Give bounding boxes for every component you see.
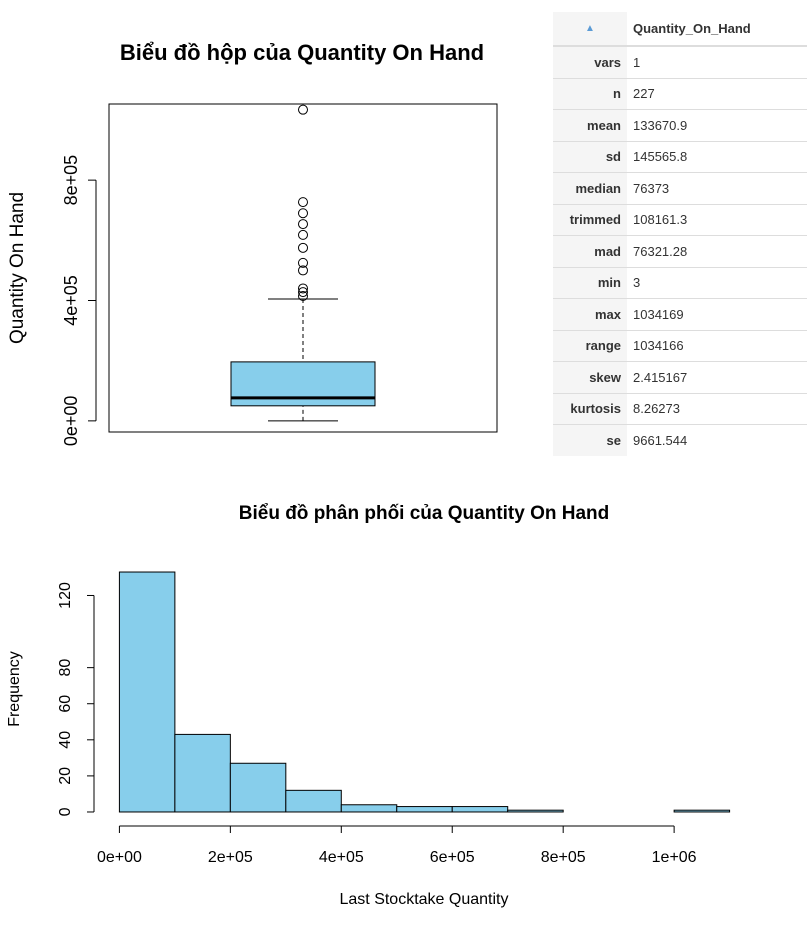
table-row: range 1034166	[553, 329, 807, 362]
cell: 1	[627, 45, 807, 78]
table-row: se 9661.544	[553, 424, 807, 456]
table-row: skew 2.415167	[553, 361, 807, 393]
cell: 227	[627, 77, 807, 110]
bar	[229, 762, 287, 813]
table-row: median 76373	[553, 172, 807, 204]
cell: 1034169	[627, 298, 807, 330]
outlier	[298, 283, 308, 294]
bar	[174, 733, 231, 813]
y-tick-label: 120	[57, 582, 74, 609]
y-tick-label: 20	[57, 767, 74, 785]
outlier	[298, 265, 308, 276]
x-tick-label: 4e+05	[319, 849, 364, 866]
row-label: max	[553, 298, 627, 330]
table-row: n 227	[553, 77, 807, 110]
row-label: kurtosis	[553, 392, 627, 425]
cell: 145565.8	[627, 140, 807, 173]
outlier	[298, 257, 308, 268]
row-label: range	[553, 329, 627, 362]
row-label: sd	[553, 140, 627, 173]
bar	[340, 804, 398, 813]
bar	[507, 809, 564, 813]
column-header[interactable]: Quantity_On_Hand	[627, 12, 807, 47]
outlier	[298, 242, 308, 253]
outlier	[298, 290, 308, 301]
cell: 9661.544	[627, 424, 807, 456]
row-label: vars	[553, 45, 627, 78]
cell: 2.415167	[627, 361, 807, 393]
chart-title: Biểu đồ phân phối của Quantity On Hand	[239, 503, 610, 524]
table-row: vars 1	[553, 45, 807, 78]
x-axis-label: Last Stocktake Quantity	[340, 891, 509, 908]
x-tick-label: 2e+05	[208, 849, 253, 866]
row-label: n	[553, 77, 627, 110]
table-row: min 3	[553, 266, 807, 299]
sort-header[interactable]: ▲	[553, 12, 627, 47]
outlier	[298, 104, 308, 115]
y-tick-label: 60	[57, 695, 74, 713]
cell: 76373	[627, 172, 807, 204]
cell: 8.26273	[627, 392, 807, 425]
cell: 133670.9	[627, 109, 807, 141]
y-tick-label: 40	[57, 731, 74, 749]
cell: 3	[627, 266, 807, 299]
y-tick-label: 80	[57, 659, 74, 677]
row-label: median	[553, 172, 627, 204]
y-axis-label: Frequency	[6, 651, 23, 727]
row-label: trimmed	[553, 203, 627, 236]
row-label: mean	[553, 109, 627, 141]
row-label: mad	[553, 235, 627, 267]
bar	[118, 571, 176, 813]
bar	[396, 806, 453, 813]
table-row: mean 133670.9	[553, 109, 807, 141]
table-row: sd 145565.8	[553, 140, 807, 173]
outlier	[298, 229, 308, 240]
x-tick-label: 6e+05	[430, 849, 475, 866]
cell: 76321.28	[627, 235, 807, 267]
row-label: skew	[553, 361, 627, 393]
plot-box	[108, 103, 498, 433]
cell: 1034166	[627, 329, 807, 362]
row-label: se	[553, 424, 627, 456]
table-row: max 1034169	[553, 298, 807, 330]
cell: 108161.3	[627, 203, 807, 236]
outlier	[298, 287, 308, 298]
outlier	[298, 197, 308, 208]
y-tick-label: 4e+05	[61, 275, 81, 326]
y-tick-label: 8e+05	[61, 155, 81, 206]
table-row: trimmed 108161.3	[553, 203, 807, 236]
y-axis-label: Quantity On Hand	[7, 192, 28, 344]
table-row: kurtosis 8.26273	[553, 392, 807, 425]
chart-title: Biểu đồ hộp của Quantity On Hand	[120, 40, 484, 65]
x-tick-label: 0e+00	[97, 849, 142, 866]
outlier	[298, 219, 308, 230]
y-tick-label: 0e+00	[61, 396, 81, 447]
bar	[285, 789, 342, 813]
bar	[451, 806, 509, 813]
x-tick-label: 1e+06	[652, 849, 697, 866]
row-label: min	[553, 266, 627, 299]
x-tick-label: 8e+05	[541, 849, 586, 866]
outlier	[298, 208, 308, 219]
summary-table: ▲ Quantity_On_Hand vars 1 n 227 mean 133670.9 s…	[553, 12, 807, 456]
bar	[673, 809, 731, 813]
y-tick-label: 0	[57, 807, 74, 816]
table-row: mad 76321.28	[553, 235, 807, 267]
